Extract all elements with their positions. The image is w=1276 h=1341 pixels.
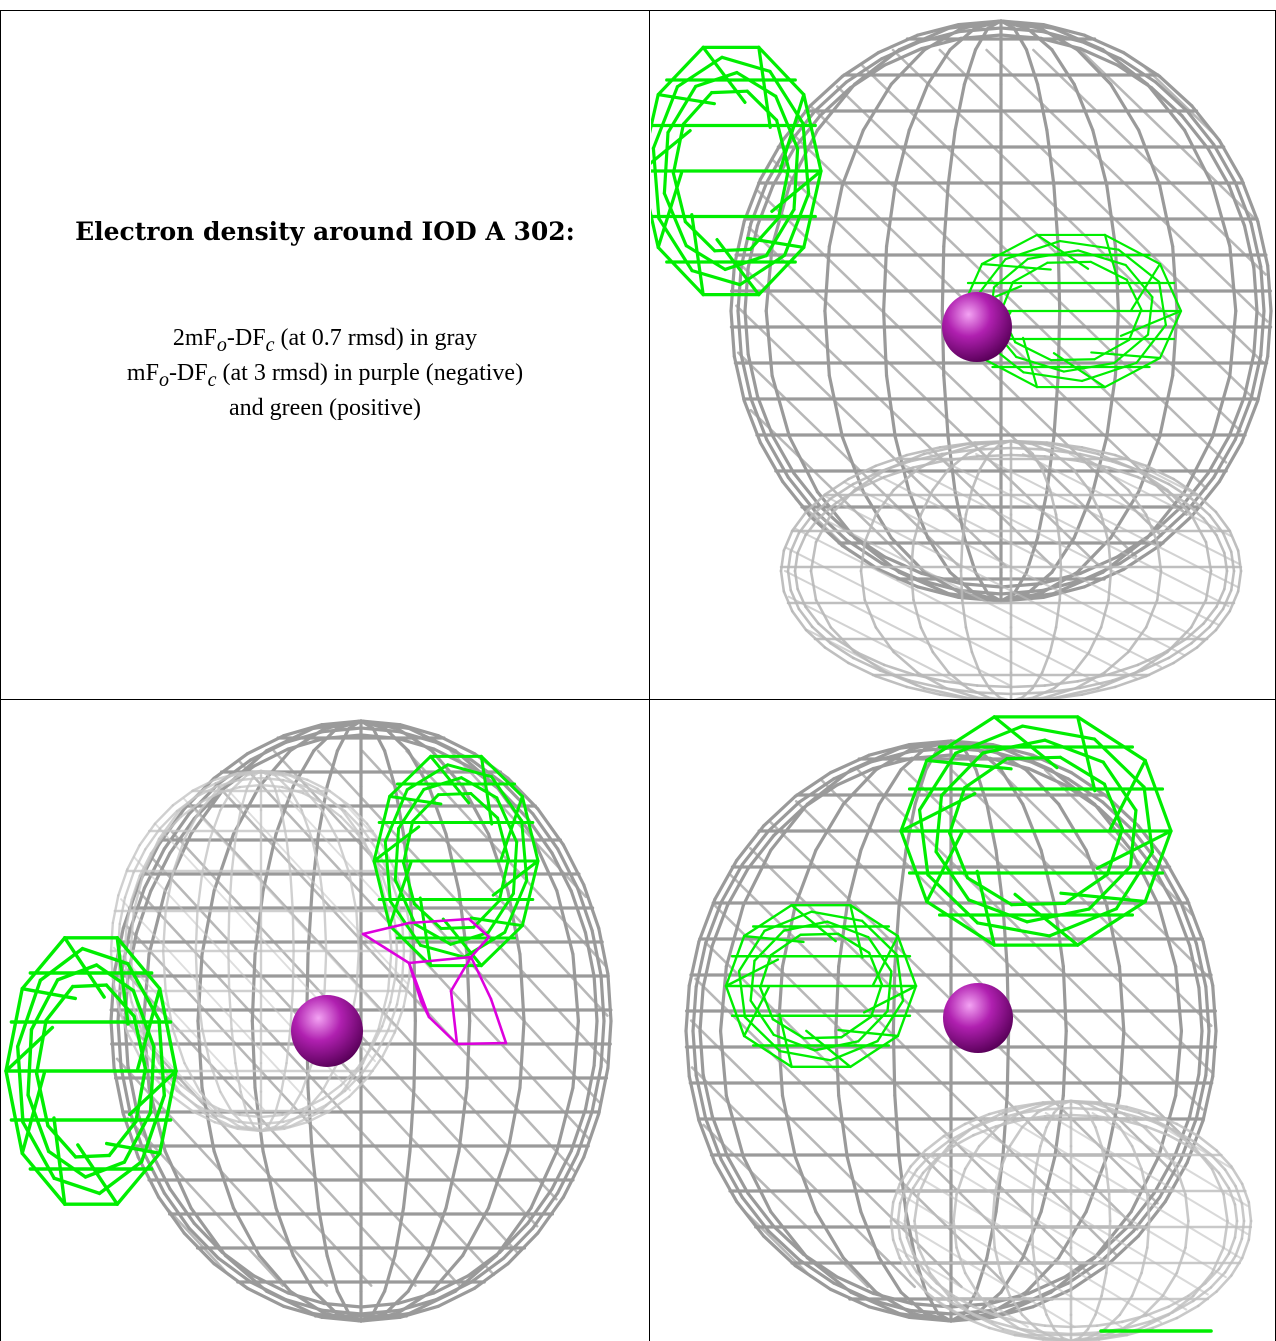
density-view-top-right (651, 11, 1275, 699)
gray-mesh (109, 719, 613, 1323)
density-view-bottom-right (651, 701, 1275, 1341)
gray-mesh (684, 739, 1253, 1341)
green-mesh (724, 715, 1213, 1333)
grid-left-rule (0, 10, 1, 1341)
grid-middle-rule (0, 699, 1276, 700)
density-view-bottom-left (1, 701, 649, 1341)
green-mesh (651, 45, 1183, 389)
density-view-bottom-left-svg (4, 719, 613, 1323)
iodine-atom (291, 995, 363, 1067)
grid-top-rule (0, 10, 1276, 11)
caption-title: Electron density around IOD A 302: (75, 217, 575, 246)
grid-center-rule (649, 10, 650, 1341)
iodine-atom (942, 292, 1012, 362)
iodine-atom (943, 983, 1013, 1053)
caption-line-2fofc: 2mFo-DFc (at 0.7 rmsd) in gray (172, 325, 478, 356)
density-view-bottom-right-svg (684, 715, 1253, 1341)
caption-line-positive: and green (positive) (229, 395, 421, 421)
caption-cell: Electron density around IOD A 302: 2mFo-… (1, 11, 649, 699)
density-view-top-right-svg (651, 19, 1273, 699)
gray-mesh (729, 19, 1273, 699)
caption-line-fofc: mFo-DFc (at 3 rmsd) in purple (negative) (126, 360, 524, 391)
green-mesh (4, 754, 540, 1206)
purple-mesh (361, 917, 508, 1046)
